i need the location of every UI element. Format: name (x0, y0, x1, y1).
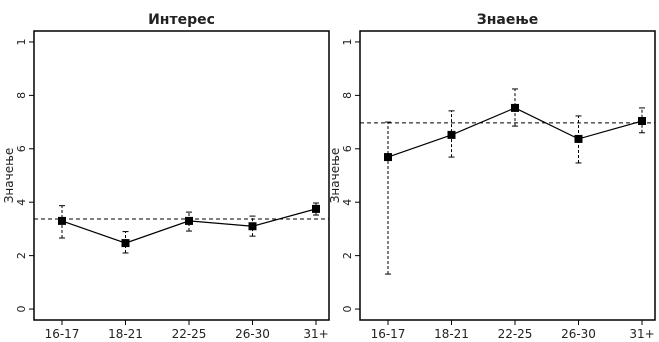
y-tick-label: 0 (341, 306, 354, 313)
x-tick-label: 22-25 (498, 327, 533, 338)
y-tick-label: 2 (341, 252, 354, 259)
y-tick-label: 0 (15, 306, 28, 313)
x-tick-label: 18-21 (108, 327, 143, 338)
point (574, 134, 583, 143)
point (384, 153, 392, 162)
x-tick-label: 26-30 (235, 327, 270, 338)
x-tick-label: 16-17 (371, 327, 406, 338)
chart-title: Интерес (148, 12, 215, 28)
y-tick-label: 6 (341, 145, 354, 152)
y-tick-label: 1 (341, 38, 354, 45)
point (447, 130, 456, 139)
point (638, 117, 646, 126)
point (312, 204, 320, 213)
plot-frame (359, 30, 656, 321)
y-tick-label: 8 (341, 92, 354, 99)
point (248, 222, 257, 231)
x-tick-label: 31+ (303, 327, 328, 338)
x-tick-label: 22-25 (172, 327, 207, 338)
point (185, 216, 193, 225)
point (121, 239, 130, 248)
plot-frame (33, 30, 330, 321)
y-tick-label: 8 (15, 92, 28, 99)
point (511, 103, 519, 112)
y-axis-label: Значење (328, 148, 342, 204)
x-tick-label: 26-30 (561, 327, 596, 338)
x-tick-label: 18-21 (434, 327, 469, 338)
y-axis-label: Значење (2, 148, 16, 204)
x-tick-label: 16-17 (45, 327, 80, 338)
x-tick-label: 31+ (629, 327, 654, 338)
y-tick-label: 6 (15, 145, 28, 152)
y-tick-label: 4 (15, 199, 28, 206)
point (58, 216, 66, 225)
y-tick-label: 2 (15, 252, 28, 259)
chart-title: Знаење (477, 12, 538, 28)
y-tick-label: 4 (341, 199, 354, 206)
y-tick-label: 1 (15, 38, 28, 45)
